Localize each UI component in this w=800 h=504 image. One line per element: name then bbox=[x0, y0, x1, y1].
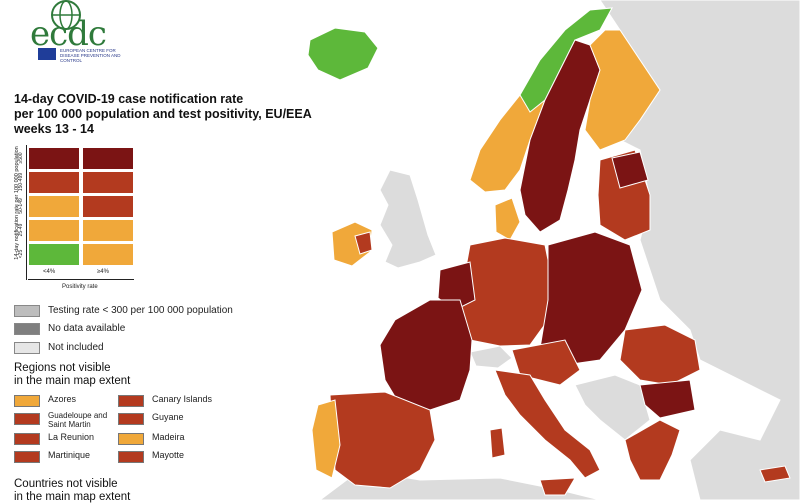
region-swatch bbox=[118, 413, 144, 425]
region-swatch bbox=[14, 433, 40, 445]
map-benelux bbox=[437, 261, 476, 311]
map-greece bbox=[624, 419, 681, 481]
logo-wordmark: ecdc bbox=[30, 14, 107, 54]
key-label: No data available bbox=[48, 323, 126, 334]
region-label: Canary Islands bbox=[152, 394, 213, 404]
legend-row-label: ≥500 bbox=[18, 152, 24, 164]
title-line-2: per 100 000 population and test positivi… bbox=[14, 107, 312, 121]
key-swatch bbox=[14, 323, 40, 335]
region-label: La Reunion bbox=[48, 432, 95, 442]
legend-cell bbox=[28, 219, 80, 242]
map-not-included-uk bbox=[379, 169, 437, 269]
legend-cell bbox=[28, 195, 80, 218]
map-romania bbox=[619, 324, 701, 386]
logo-subtitle: EUROPEAN CENTRE FOR DISEASE PREVENTION A… bbox=[60, 48, 121, 63]
map-central-east bbox=[539, 231, 643, 366]
regions-heading-line-2: in the main map extent bbox=[14, 375, 131, 387]
key-label: Testing rate < 300 per 100 000 populatio… bbox=[48, 305, 233, 316]
key-label: Not included bbox=[48, 342, 104, 353]
key-testing-rate: Testing rate < 300 per 100 000 populatio… bbox=[14, 305, 314, 319]
legend-col-label-low: <4% bbox=[43, 269, 56, 275]
region-label: Azores bbox=[48, 394, 77, 404]
region-label: Madeira bbox=[152, 432, 185, 442]
legend-cell bbox=[82, 219, 134, 242]
legend-x-axis bbox=[28, 279, 134, 280]
legend-row-label: 50-149 bbox=[18, 198, 24, 214]
countries-heading: Countries not visible in the main map ex… bbox=[14, 478, 130, 504]
region-swatch bbox=[118, 395, 144, 407]
region-label: Guadeloupe and Saint Martin bbox=[48, 411, 108, 429]
regions-heading-line-1: Regions not visible bbox=[14, 362, 111, 374]
map-portugal bbox=[311, 399, 341, 479]
map-spain bbox=[329, 391, 436, 489]
map-cyprus bbox=[759, 465, 791, 483]
map-denmark bbox=[494, 197, 521, 241]
key-swatch bbox=[14, 342, 40, 354]
map-finland bbox=[584, 29, 661, 151]
legend-cell bbox=[82, 195, 134, 218]
countries-heading-line-1: Countries not visible bbox=[14, 478, 118, 490]
region-label: Mayotte bbox=[152, 450, 185, 460]
title-line-1: 14-day COVID-19 case notification rate bbox=[14, 92, 244, 106]
countries-heading-line-2: in the main map extent bbox=[14, 491, 131, 503]
legend-cell bbox=[28, 171, 80, 194]
eu-flag-icon bbox=[38, 48, 56, 60]
region-label: Guyane bbox=[152, 412, 184, 422]
map-italy bbox=[494, 369, 601, 479]
region-swatch bbox=[14, 395, 40, 407]
ecdc-logo: ecdc EUROPEAN CENTRE FOR DISEASE PREVENT… bbox=[8, 0, 128, 70]
map-title: 14-day COVID-19 case notification rate p… bbox=[14, 92, 314, 137]
map-not-included-switzerland bbox=[469, 345, 513, 369]
map-sweden bbox=[519, 39, 601, 233]
legend-cell bbox=[28, 243, 80, 266]
key-no-data: No data available bbox=[14, 323, 314, 337]
legend-cell bbox=[82, 147, 134, 170]
legend-x-axis-label: Positivity rate bbox=[62, 284, 98, 290]
globe-icon bbox=[51, 0, 81, 30]
map-france bbox=[379, 299, 473, 411]
map-norway-north bbox=[519, 7, 613, 113]
region-swatch bbox=[14, 451, 40, 463]
legend-row-label: <25 bbox=[18, 249, 24, 259]
legend-cell bbox=[82, 243, 134, 266]
region-label: Martinique bbox=[48, 450, 91, 460]
legend-row-label: 25-49 bbox=[18, 223, 24, 237]
map-bulgaria bbox=[639, 379, 696, 419]
map-sardinia bbox=[489, 427, 506, 459]
title-line-3: weeks 13 - 14 bbox=[14, 122, 94, 136]
key-swatch bbox=[14, 305, 40, 317]
map-ireland-east bbox=[354, 231, 373, 255]
map-iceland bbox=[307, 27, 379, 81]
legend-cell bbox=[28, 147, 80, 170]
legend-y-axis bbox=[26, 145, 27, 280]
regions-heading: Regions not visible in the main map exte… bbox=[14, 362, 130, 388]
region-swatch bbox=[118, 451, 144, 463]
map-not-included-balkans bbox=[574, 374, 651, 441]
legend-cell bbox=[82, 171, 134, 194]
region-swatch bbox=[118, 433, 144, 445]
legend-row-label: 150-499 bbox=[18, 172, 24, 192]
map-austria bbox=[511, 339, 581, 386]
key-not-included: Not included bbox=[14, 342, 314, 356]
region-swatch bbox=[14, 413, 40, 425]
map-ireland bbox=[331, 221, 373, 267]
legend-col-label-high: ≥4% bbox=[97, 269, 109, 275]
map-sicily bbox=[539, 477, 576, 496]
map-estonia bbox=[611, 151, 649, 189]
